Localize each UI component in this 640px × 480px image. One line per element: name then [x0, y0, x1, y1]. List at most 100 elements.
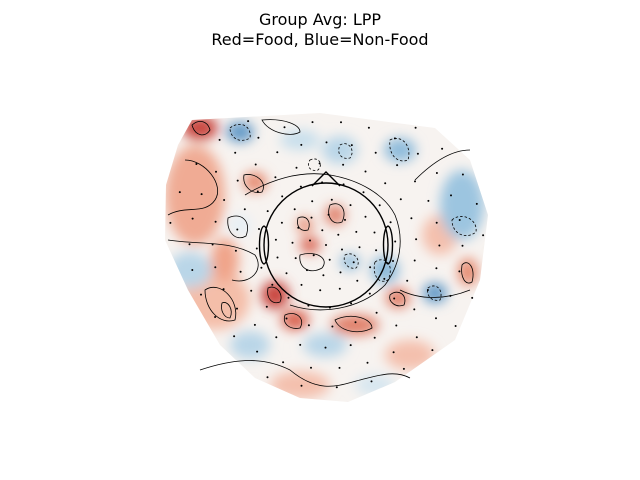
sensor-dot: [250, 289, 253, 292]
negative-contour-lines: [229, 124, 477, 301]
sensor-markers: [169, 120, 485, 389]
sensor-dot: [307, 324, 310, 327]
sensor-dot: [339, 271, 342, 274]
sensor-dot: [285, 317, 288, 320]
sensor-dot: [282, 361, 285, 364]
sensor-dot: [413, 259, 416, 262]
sensor-dot: [383, 277, 386, 280]
sensor-dot: [354, 321, 357, 324]
sensor-dot: [410, 217, 413, 220]
sensor-dot: [350, 302, 353, 305]
sensor-dot: [236, 179, 239, 182]
sensor-dot: [435, 221, 438, 224]
sensor-dot: [435, 172, 438, 174]
sensor-dot: [236, 307, 238, 310]
sensor-dot: [260, 266, 263, 269]
sensor-dot: [331, 325, 334, 328]
sensor-dot: [297, 226, 300, 229]
sensor-dot: [328, 258, 331, 261]
sensor-dot: [311, 121, 314, 124]
sensor-dot: [293, 208, 296, 211]
sensor-dot: [191, 217, 194, 220]
sensor-dot: [340, 121, 342, 124]
sensor-dot: [275, 336, 278, 339]
sensor-dot: [399, 198, 402, 201]
sensor-dot: [325, 141, 328, 144]
topomap-field: [165, 113, 488, 402]
sensor-dot: [338, 366, 341, 369]
head-outline: [258, 171, 394, 308]
left-ear-outline: [258, 225, 270, 265]
sensor-dot: [402, 367, 405, 370]
sensor-dot: [306, 269, 308, 272]
sensor-dot: [255, 247, 258, 250]
sensor-dot: [253, 323, 256, 326]
sensor-dot: [214, 220, 217, 223]
sensor-dot: [322, 274, 325, 277]
right-ear-outline: [382, 225, 394, 265]
sensor-dot: [285, 272, 288, 275]
sensor-dot: [450, 194, 452, 197]
sensor-dot: [415, 336, 418, 339]
sensor-dot: [299, 185, 302, 188]
sensor-dot: [374, 151, 377, 154]
sensor-dot: [256, 190, 259, 193]
sensor-dot: [375, 249, 378, 252]
sensor-dot: [415, 238, 418, 241]
sensor-dot: [234, 151, 237, 154]
sensor-dot: [413, 308, 416, 311]
sensor-dot: [271, 283, 274, 286]
sensor-dot: [169, 221, 172, 224]
sensor-dot: [265, 305, 268, 308]
sensor-dot: [236, 228, 239, 231]
sensor-dot: [280, 221, 283, 224]
sensor-dot: [222, 288, 225, 291]
sensor-dot: [475, 202, 478, 205]
sensor-dot: [321, 229, 324, 232]
sensor-dot: [471, 296, 474, 299]
sensor-dot: [378, 204, 381, 207]
sensor-dot: [352, 261, 355, 264]
sensor-dot: [300, 283, 303, 286]
sensor-dot: [349, 344, 352, 347]
sensor-dot: [266, 376, 269, 379]
sensor-dot: [370, 380, 373, 383]
sensor-dot: [341, 248, 343, 251]
sensor-dot: [396, 164, 399, 167]
sensor-dot: [369, 266, 372, 269]
sensor-dot: [454, 325, 457, 327]
sensor-dot: [310, 366, 312, 369]
sensor-dot: [458, 270, 461, 273]
sensor-dot: [342, 183, 345, 186]
sensor-dot: [482, 234, 485, 237]
sensor-dot: [321, 181, 324, 184]
sensor-dot: [300, 143, 303, 146]
sensor-dot: [211, 243, 214, 246]
sensor-dot: [276, 151, 279, 154]
sensor-dot: [294, 257, 297, 260]
sensor-dot: [324, 346, 327, 349]
sensor-dot: [218, 138, 221, 141]
sensor-dot: [258, 228, 260, 230]
head-circle: [263, 182, 389, 308]
sensor-dot: [344, 218, 346, 221]
sensor-dot: [335, 386, 338, 389]
sensor-dot: [234, 249, 237, 252]
sensor-dot: [214, 316, 217, 318]
sensor-dot: [276, 256, 279, 259]
sensor-dot: [311, 200, 314, 203]
sensor-dot: [356, 279, 359, 282]
sensor-dot: [200, 193, 203, 196]
sensor-dot: [373, 231, 376, 234]
sensor-dot: [392, 260, 394, 262]
sensor-dot: [435, 267, 438, 270]
sensor-dot: [449, 294, 452, 297]
sensor-dot: [362, 191, 365, 194]
sensor-dot: [426, 289, 429, 291]
sensor-dot: [243, 208, 246, 211]
sensor-dot: [394, 240, 397, 243]
sensor-dot: [239, 270, 242, 273]
sensor-dot: [461, 244, 464, 247]
